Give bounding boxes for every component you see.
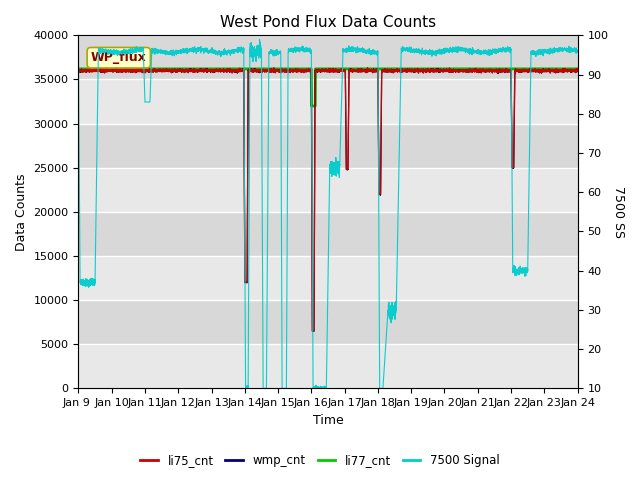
Y-axis label: 7500 SS: 7500 SS xyxy=(612,186,625,238)
Bar xyxy=(79,80,578,123)
Bar xyxy=(79,212,578,256)
Y-axis label: Data Counts: Data Counts xyxy=(15,173,28,251)
Legend: li75_cnt, wmp_cnt, li77_cnt, 7500 Signal: li75_cnt, wmp_cnt, li77_cnt, 7500 Signal xyxy=(136,449,504,472)
X-axis label: Time: Time xyxy=(312,414,344,427)
Bar xyxy=(79,168,578,212)
Bar xyxy=(79,256,578,300)
Bar xyxy=(79,300,578,344)
Bar xyxy=(79,123,578,168)
Bar xyxy=(79,344,578,388)
Title: West Pond Flux Data Counts: West Pond Flux Data Counts xyxy=(220,15,436,30)
Text: WP_flux: WP_flux xyxy=(91,51,147,64)
Bar xyxy=(79,36,578,80)
